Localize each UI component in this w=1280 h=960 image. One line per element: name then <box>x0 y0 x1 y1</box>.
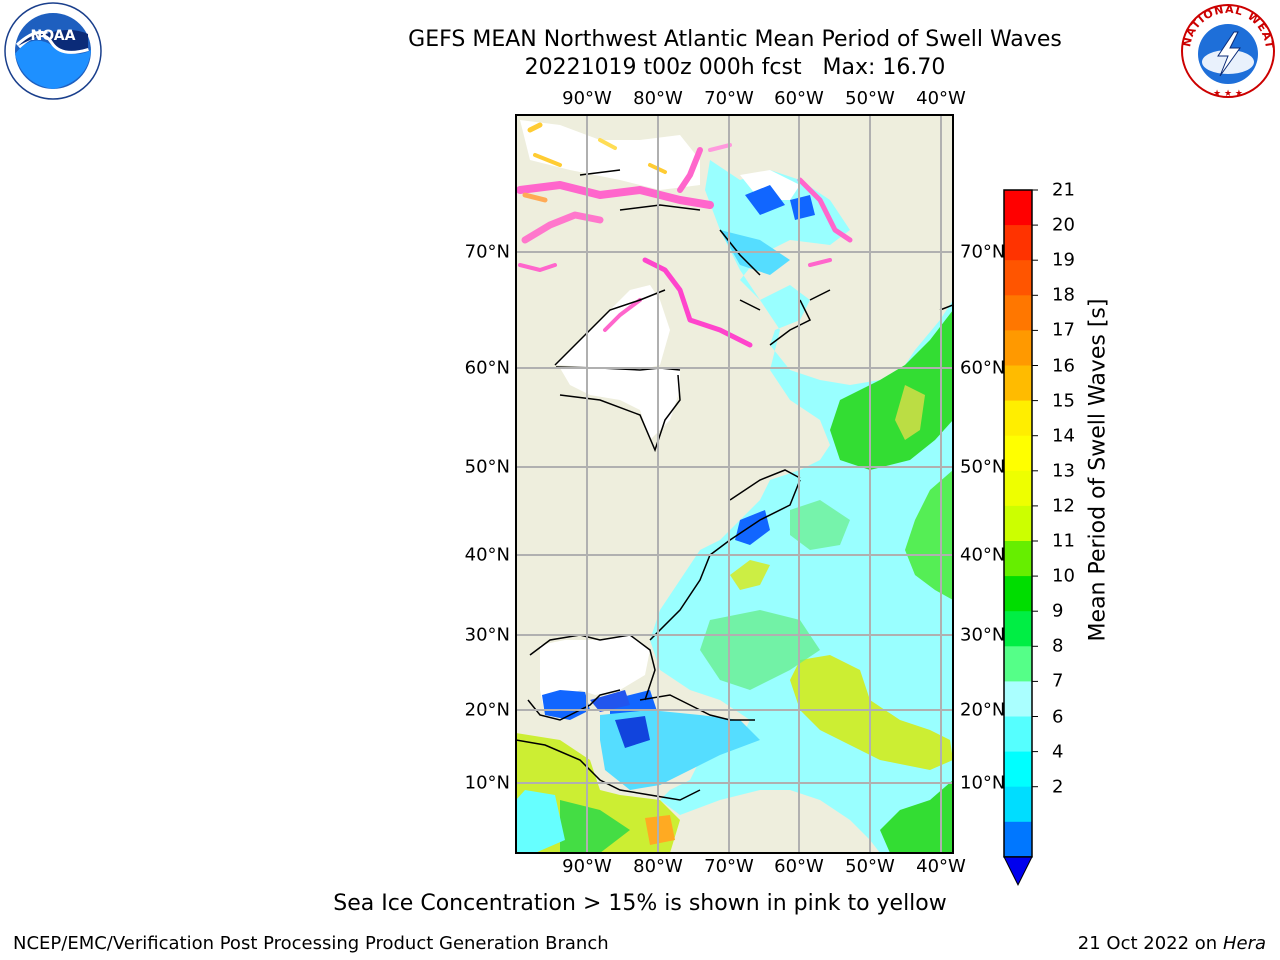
south-america-cyan <box>516 790 565 853</box>
nws-logo: NATIONAL WEATHER SERVICE ★ ★ ★ <box>1178 2 1275 99</box>
colorbar-frame <box>1003 189 1033 858</box>
arctic-white-1 <box>520 120 700 190</box>
hudson-bay <box>556 285 670 370</box>
colorbar-segment <box>1004 225 1032 261</box>
lat-label-left-30n: 30°N <box>464 624 510 646</box>
lon-label-bottom-60w: 60°W <box>774 856 824 877</box>
lat-label-left-70n: 70°N <box>464 241 510 263</box>
map-frame <box>515 114 954 854</box>
colorbar-segment <box>1004 716 1032 753</box>
colorbar <box>1003 189 1038 887</box>
colorbar-tick-label: 17 <box>1052 319 1075 341</box>
colorbar-tick-label: 10 <box>1052 565 1075 587</box>
noaa-logo: NOAA <box>4 2 102 100</box>
coastlines <box>516 169 953 801</box>
baffin-blue-1 <box>745 185 785 215</box>
colorbar-segment <box>1004 541 1032 577</box>
lon-label-top-70w: 70°W <box>704 88 754 109</box>
colorbar-label: Mean Period of Swell Waves [s] <box>1085 298 1111 642</box>
lat-label-right-10n: 10°N <box>960 772 1006 794</box>
colorbar-tick-label: 9 <box>1052 600 1064 622</box>
colorbar-tick-label: 7 <box>1052 670 1064 692</box>
colorbar-tick-label: 20 <box>1052 214 1075 236</box>
ocean-yellowgreen-mid <box>730 560 770 590</box>
colorbar-segment <box>1004 821 1032 858</box>
caribbean-deep-blue <box>615 716 650 748</box>
lat-label-left-20n: 20°N <box>464 699 510 721</box>
lat-label-right-40n: 40°N <box>960 544 1006 566</box>
lat-label-left-50n: 50°N <box>464 456 510 478</box>
colorbar-segment <box>1004 786 1032 823</box>
colorbar-segment <box>1004 400 1032 437</box>
colorbar-segment <box>1004 681 1032 717</box>
colorbar-tick-label: 4 <box>1052 741 1064 763</box>
colorbar-tick-label: 18 <box>1052 284 1075 306</box>
svg-text:★ ★ ★: ★ ★ ★ <box>1213 89 1243 99</box>
lon-label-bottom-50w: 50°W <box>845 856 895 877</box>
colorbar-tick-label: 14 <box>1052 425 1075 447</box>
footer-credit: NCEP/EMC/Verification Post Processing Pr… <box>13 933 609 954</box>
lon-label-top-60w: 60°W <box>774 88 824 109</box>
ocean-green-band <box>830 310 953 470</box>
lon-label-bottom-40w: 40°W <box>916 856 966 877</box>
lat-label-right-60n: 60°N <box>960 357 1006 379</box>
lon-label-top-50w: 50°W <box>845 88 895 109</box>
colorbar-segment <box>1004 295 1032 331</box>
lat-label-right-50n: 50°N <box>960 456 1006 478</box>
south-america-green <box>560 800 630 853</box>
footer-date-text: 21 Oct 2022 on <box>1077 933 1218 954</box>
lon-label-bottom-80w: 80°W <box>633 856 683 877</box>
colorbar-segment <box>1004 260 1032 296</box>
map-title: GEFS MEAN Northwest Atlantic Mean Period… <box>408 27 1062 52</box>
colorbar-tick-label: 6 <box>1052 706 1064 727</box>
gulf-blue-east <box>590 690 630 712</box>
colorbar-segment <box>1004 190 1032 226</box>
ocean-green-patch-south <box>880 780 953 853</box>
colorbar-segment <box>1004 646 1032 682</box>
colorbar-tick-label: 12 <box>1052 495 1075 517</box>
baffin-blue-2 <box>790 195 815 220</box>
colorbar-tick-label: 2 <box>1052 776 1064 798</box>
colorbar-tick-label: 21 <box>1052 179 1075 201</box>
colorbar-tick-label: 15 <box>1052 390 1075 412</box>
lat-label-right-20n: 20°N <box>960 699 1006 721</box>
james-bay-area <box>560 368 680 440</box>
lat-label-right-30n: 30°N <box>960 624 1006 646</box>
colorbar-tick-label: 16 <box>1052 355 1075 376</box>
colorbar-segment <box>1004 330 1032 366</box>
colorbar-segment <box>1004 435 1032 472</box>
lat-label-right-70n: 70°N <box>960 241 1006 263</box>
sea-ice-note: Sea Ice Concentration > 15% is shown in … <box>333 891 947 916</box>
lon-label-top-80w: 80°W <box>633 88 683 109</box>
colorbar-under-arrow <box>1003 856 1033 887</box>
lon-label-top-40w: 40°W <box>916 88 966 109</box>
ocean-yellowgreen-tropics <box>790 655 953 770</box>
lon-label-top-90w: 90°W <box>562 88 612 109</box>
lon-label-bottom-70w: 70°W <box>704 856 754 877</box>
colorbar-segment <box>1004 751 1032 788</box>
ocean-yellowgreen-east <box>895 385 925 440</box>
lon-label-bottom-90w: 90°W <box>562 856 612 877</box>
lat-label-left-10n: 10°N <box>464 772 510 794</box>
lat-label-left-60n: 60°N <box>464 357 510 379</box>
noaa-logo-text: NOAA <box>31 28 76 44</box>
gulf-blue-west <box>542 690 590 720</box>
footer-host: Hera <box>1222 933 1266 954</box>
ocean-lightgreen-north <box>790 500 850 550</box>
colorbar-segment <box>1004 470 1032 507</box>
colorbar-segment <box>1004 505 1032 542</box>
colorbar-tick-label: 19 <box>1052 249 1075 271</box>
map-subtitle: 20221019 t00z 000h fcst Max: 16.70 <box>524 55 946 80</box>
colorbar-segment <box>1004 611 1032 647</box>
lat-label-left-40n: 40°N <box>464 544 510 566</box>
colorbar-segment <box>1004 576 1032 612</box>
colorbar-segment <box>1004 365 1032 402</box>
south-america-orange <box>645 815 675 845</box>
colorbar-tick-label: 11 <box>1052 530 1075 552</box>
footer-date: 21 Oct 2022 on Hera <box>1078 933 1266 954</box>
colorbar-tick-label: 8 <box>1052 635 1064 657</box>
colorbar-tick-label: 13 <box>1052 460 1075 482</box>
graticule <box>516 115 953 853</box>
